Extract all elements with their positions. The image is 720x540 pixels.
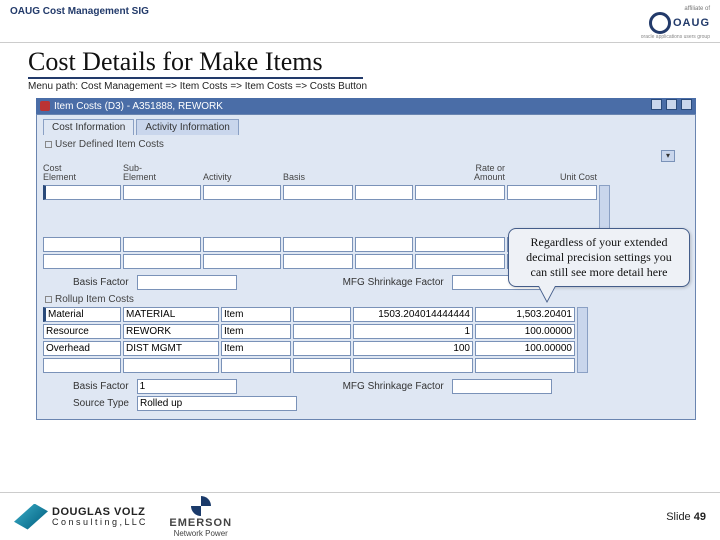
rollup-unit-3[interactable]	[475, 358, 575, 373]
user-sub-element-2[interactable]	[123, 237, 201, 252]
oaug-ring-icon	[649, 12, 671, 34]
user-rate-1[interactable]	[415, 185, 505, 200]
rollup-elem-1[interactable]	[43, 324, 121, 339]
col-sub-element: Sub- Element	[123, 164, 201, 183]
rollup-grid	[43, 307, 689, 373]
rollup-basis-1[interactable]	[221, 324, 291, 339]
rollup-sub-1[interactable]	[123, 324, 219, 339]
user-spacer-3[interactable]	[355, 254, 413, 269]
column-headers: Cost Element Sub- Element Activity Basis…	[43, 164, 689, 183]
maximize-icon[interactable]	[666, 99, 677, 110]
slide-title: Cost Details for Make Items	[28, 47, 363, 79]
user-rate-2[interactable]	[415, 237, 505, 252]
shrink-factor-label: MFG Shrinkage Factor	[343, 277, 444, 288]
col-activity: Activity	[203, 173, 281, 182]
title-area: Cost Details for Make Items Menu path: C…	[0, 43, 720, 94]
user-basis-2[interactable]	[283, 237, 353, 252]
emerson-fan-icon	[191, 496, 211, 516]
col-unit-cost: Unit Cost	[507, 173, 597, 182]
emerson-name: EMERSON	[169, 517, 232, 529]
tab-activity-information[interactable]: Activity Information	[136, 119, 238, 135]
col-cost-element: Cost Element	[43, 164, 121, 183]
rollup-factors-row: Basis Factor MFG Shrinkage Factor	[73, 379, 689, 394]
oaug-tagline: oracle applications users group	[641, 34, 710, 40]
dv-sub: C o n s u l t i n g , L L C	[52, 517, 145, 527]
rollup-rate-1[interactable]	[353, 324, 473, 339]
rollup-rate-2[interactable]	[353, 341, 473, 356]
rollup-sp-3[interactable]	[293, 358, 351, 373]
rollup-elem-3[interactable]	[43, 358, 121, 373]
user-activity-2[interactable]	[203, 237, 281, 252]
rollup-unit-0[interactable]	[475, 307, 575, 322]
dropdown-icon[interactable]: ▾	[661, 150, 675, 162]
user-cost-element-2[interactable]	[43, 237, 121, 252]
basis-factor-label-2: Basis Factor	[73, 381, 129, 392]
dv-swoosh-icon	[14, 504, 48, 530]
rollup-sp-2[interactable]	[293, 341, 351, 356]
window-titlebar[interactable]: Item Costs (D3) - A351888, REWORK	[36, 98, 696, 114]
source-type-input[interactable]	[137, 396, 297, 411]
emerson-sub: Network Power	[174, 529, 228, 538]
source-type-row: Source Type	[73, 396, 689, 411]
window-title: Item Costs (D3) - A351888, REWORK	[54, 101, 223, 112]
user-cost-element-1[interactable]	[43, 185, 121, 200]
user-basis-1[interactable]	[283, 185, 353, 200]
rollup-rate-3[interactable]	[353, 358, 473, 373]
user-sub-element-3[interactable]	[123, 254, 201, 269]
rollup-sp-1[interactable]	[293, 324, 351, 339]
slide-footer: DOUGLAS VOLZ C o n s u l t i n g , L L C…	[0, 492, 720, 540]
col-basis: Basis	[283, 173, 353, 182]
menu-path: Menu path: Cost Management => Item Costs…	[28, 81, 692, 92]
user-activity-3[interactable]	[203, 254, 281, 269]
sig-label: OAUG Cost Management SIG	[10, 6, 149, 17]
window-buttons	[650, 99, 692, 113]
user-spacer-2[interactable]	[355, 237, 413, 252]
tab-cost-information[interactable]: Cost Information	[43, 119, 134, 135]
rollup-elem-0[interactable]	[43, 307, 121, 322]
user-spacer-1[interactable]	[355, 185, 413, 200]
rollup-unit-2[interactable]	[475, 341, 575, 356]
user-unit-1[interactable]	[507, 185, 597, 200]
user-sub-element-1[interactable]	[123, 185, 201, 200]
rollup-sp-0[interactable]	[293, 307, 351, 322]
shrink-factor-input-2[interactable]	[452, 379, 552, 394]
rollup-sub-0[interactable]	[123, 307, 219, 322]
rollup-unit-1[interactable]	[475, 324, 575, 339]
oaug-brand: OAUG	[673, 17, 710, 29]
basis-factor-input-2[interactable]	[137, 379, 237, 394]
rollup-elem-2[interactable]	[43, 341, 121, 356]
slide-header: OAUG Cost Management SIG affiliate of OA…	[0, 0, 720, 43]
annotation-callout: Regardless of your extended decimal prec…	[508, 228, 690, 287]
douglas-volz-logo: DOUGLAS VOLZ C o n s u l t i n g , L L C	[14, 504, 145, 530]
tab-strip: Cost Information Activity Information	[43, 119, 689, 135]
rollup-sub-2[interactable]	[123, 341, 219, 356]
source-type-label: Source Type	[73, 398, 129, 409]
rollup-basis-3[interactable]	[221, 358, 291, 373]
slide-label: Slide	[666, 511, 690, 523]
user-defined-section: User Defined Item Costs	[45, 139, 689, 150]
minimize-icon[interactable]	[651, 99, 662, 110]
close-icon[interactable]	[681, 99, 692, 110]
footer-logos: DOUGLAS VOLZ C o n s u l t i n g , L L C…	[14, 496, 232, 538]
basis-factor-label: Basis Factor	[73, 277, 129, 288]
rollup-scrollbar[interactable]	[577, 307, 588, 373]
shrink-factor-label-2: MFG Shrinkage Factor	[343, 381, 444, 392]
basis-factor-input-1[interactable]	[137, 275, 237, 290]
oaug-logo: affiliate of OAUG oracle applications us…	[641, 6, 710, 40]
user-activity-1[interactable]	[203, 185, 281, 200]
user-rate-3[interactable]	[415, 254, 505, 269]
slide-num-value: 49	[694, 511, 706, 523]
emerson-logo: EMERSON Network Power	[169, 496, 232, 538]
rollup-basis-0[interactable]	[221, 307, 291, 322]
col-rate-amount: Rate or Amount	[415, 164, 505, 183]
rollup-rate-0[interactable]	[353, 307, 473, 322]
slide-number: Slide 49	[666, 511, 706, 523]
user-basis-3[interactable]	[283, 254, 353, 269]
rollup-sub-3[interactable]	[123, 358, 219, 373]
user-cost-element-3[interactable]	[43, 254, 121, 269]
rollup-basis-2[interactable]	[221, 341, 291, 356]
window-icon	[40, 101, 50, 111]
affiliate-text: affiliate of	[641, 6, 710, 12]
rollup-section: Rollup Item Costs	[45, 294, 689, 305]
